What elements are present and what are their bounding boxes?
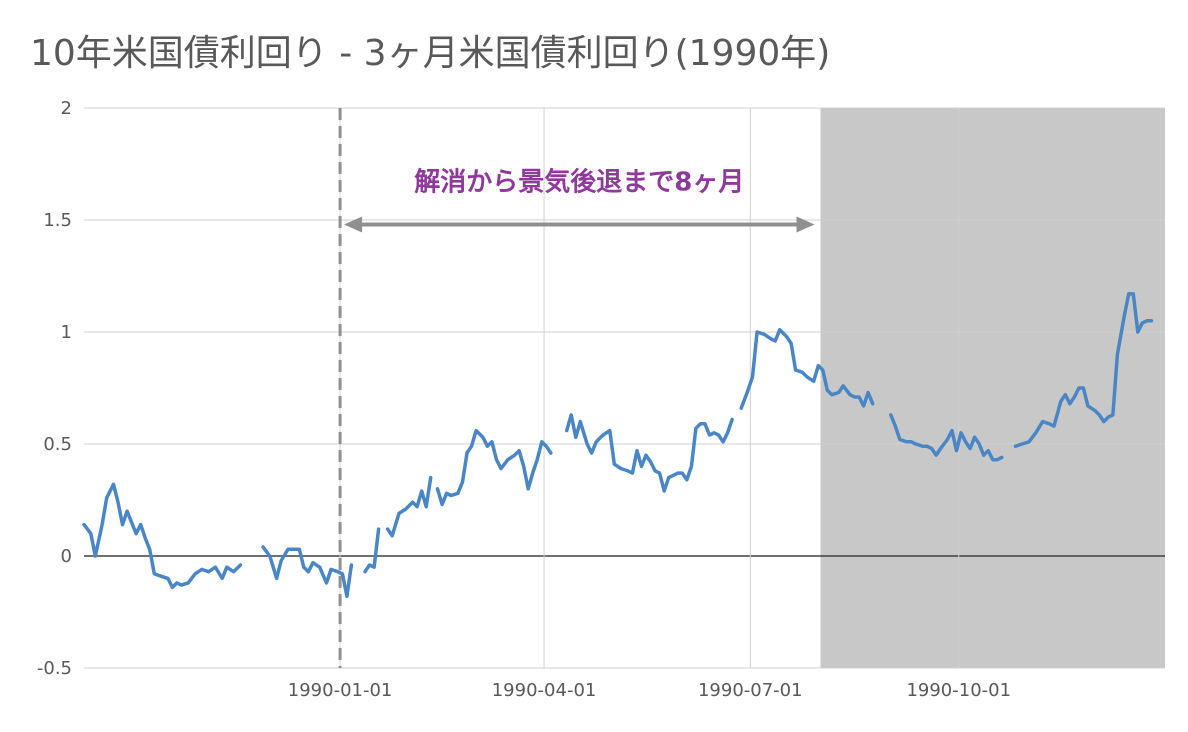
recession-shading (820, 108, 1165, 668)
series-line-segment (435, 428, 553, 507)
y-tick-label: 0.5 (43, 434, 72, 455)
y-tick-label: 0 (61, 546, 72, 567)
series-line-segment (739, 328, 875, 410)
series-line-segment (889, 413, 1004, 462)
y-tick-label: 1 (61, 322, 72, 343)
series-line-segment (363, 527, 381, 574)
series-line-segment (385, 475, 433, 538)
series-line-segment (1013, 292, 1154, 448)
annotation-arrow-head-left (344, 216, 363, 233)
x-tick-label: 1990-07-01 (698, 680, 803, 701)
y-tick-label: 2 (61, 98, 72, 119)
chart-title: 10年米国債利回り - 3ヶ月米国債利回り(1990年) (30, 33, 831, 74)
series-line-segment (564, 413, 734, 493)
annotation-arrow-head-right (796, 216, 815, 233)
y-tick-label: -0.5 (37, 658, 72, 679)
annotation-group: 解消から景気後退まで8ヶ月 (338, 108, 815, 668)
y-tick-labels: 2 1.5 1 0.5 0 -0.5 (37, 98, 72, 679)
y-tick-label: 1.5 (43, 210, 72, 231)
x-tick-label: 1990-04-01 (492, 680, 597, 701)
x-tick-label: 1990-01-01 (288, 680, 393, 701)
series-line-segment (261, 545, 354, 599)
x-tick-labels: 1990-01-01 1990-04-01 1990-07-01 1990-10-01 (288, 680, 1011, 701)
recession-shading-group (820, 108, 1165, 668)
annotation-text: 解消から景気後退まで8ヶ月 (414, 166, 744, 197)
series-line-segment (82, 482, 243, 590)
series-lines (82, 292, 1154, 599)
x-tick-label: 1990-10-01 (906, 680, 1011, 701)
